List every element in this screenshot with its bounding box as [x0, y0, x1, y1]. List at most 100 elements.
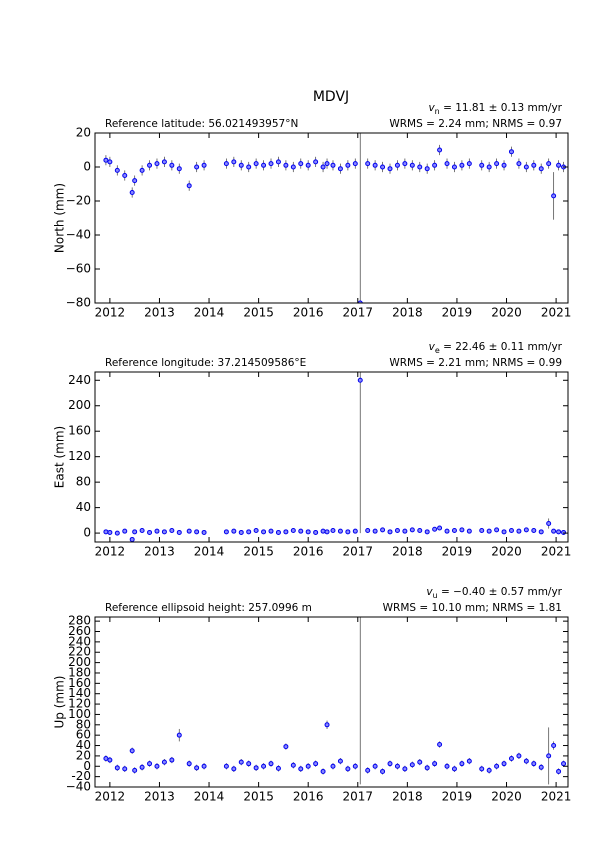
velocity-value: = 22.46 ± 0.11 mm/yr	[440, 341, 563, 353]
data-point	[161, 759, 167, 765]
x-tick-label: 2016	[293, 545, 324, 559]
data-point	[132, 767, 138, 773]
plot-frame	[94, 616, 569, 788]
data-point	[345, 766, 351, 772]
data-point	[275, 529, 281, 535]
y-tick-label: 0	[83, 160, 91, 174]
x-tick-label: 2021	[541, 306, 572, 320]
x-tick-label: 2014	[194, 306, 225, 320]
y-tick-label: 160	[68, 424, 91, 438]
y-tick-label: 200	[68, 398, 91, 412]
data-point	[147, 529, 153, 535]
plot-data	[103, 372, 567, 542]
data-point	[402, 528, 408, 534]
data-point	[432, 761, 438, 767]
y-tick-label: 0	[83, 526, 91, 540]
data-point	[444, 161, 450, 167]
data-point	[508, 528, 514, 534]
y-tick-label: 260	[68, 624, 91, 638]
data-point	[501, 162, 507, 168]
data-point	[305, 162, 311, 168]
data-point	[169, 162, 175, 168]
data-point	[275, 765, 281, 771]
fit-label: WRMS = 10.10 mm; NRMS = 1.81	[383, 602, 562, 614]
data-point	[238, 759, 244, 765]
data-point	[313, 529, 319, 535]
y-tick-label: 280	[68, 614, 91, 628]
data-point	[437, 742, 443, 747]
data-point	[409, 762, 415, 768]
data-point	[194, 529, 200, 535]
data-point	[194, 765, 200, 771]
data-point	[176, 529, 182, 535]
data-point	[324, 161, 330, 167]
data-point	[372, 528, 378, 534]
data-point	[466, 161, 472, 167]
x-tick-label: 2017	[343, 790, 374, 804]
plot-frame	[94, 132, 569, 304]
data-point	[253, 528, 259, 534]
data-point	[556, 162, 562, 168]
data-point	[451, 766, 457, 772]
data-point	[508, 149, 514, 155]
chart-title: MDVJ	[313, 89, 349, 105]
data-point	[246, 164, 252, 170]
data-point	[330, 763, 336, 769]
data-point	[298, 766, 304, 772]
data-point	[313, 159, 319, 165]
data-point	[223, 763, 229, 769]
y-tick-label: 20	[76, 748, 91, 762]
data-point	[154, 528, 160, 534]
x-tick-label: 2014	[194, 790, 225, 804]
data-point	[176, 166, 182, 172]
data-point	[103, 157, 109, 163]
data-point	[523, 758, 529, 764]
data-point	[345, 529, 351, 535]
x-tick-label: 2018	[392, 306, 423, 320]
y-tick-label: 20	[76, 126, 91, 140]
data-point	[132, 529, 138, 535]
data-point	[531, 162, 537, 168]
data-point	[298, 161, 304, 167]
data-point	[114, 530, 120, 536]
data-point	[176, 732, 182, 738]
y-tick-label: 140	[68, 686, 91, 700]
data-point	[444, 528, 450, 534]
x-tick-label: 2019	[442, 790, 473, 804]
data-point	[290, 164, 296, 170]
data-point	[129, 748, 135, 754]
x-tick-label: 2013	[144, 306, 175, 320]
x-tick-label: 2016	[293, 306, 324, 320]
data-point	[147, 761, 153, 767]
data-point	[494, 527, 500, 533]
y-tick-label: 120	[68, 449, 91, 463]
data-point	[201, 763, 207, 769]
reference-label: Reference longitude: 37.214509586°E	[105, 357, 306, 369]
data-point	[186, 183, 192, 189]
x-tick-label: 2018	[392, 545, 423, 559]
x-tick-label: 2020	[491, 545, 522, 559]
data-point	[352, 763, 358, 769]
y-tick-label: 100	[68, 707, 91, 721]
data-point	[161, 529, 167, 535]
data-point	[275, 159, 281, 165]
data-point	[330, 162, 336, 168]
data-point	[501, 529, 507, 535]
data-point	[246, 529, 252, 535]
data-point	[380, 527, 386, 533]
y-tick-label: −20	[66, 194, 91, 208]
y-tick-label: 60	[76, 728, 91, 742]
data-point	[320, 768, 326, 774]
x-tick-label: 2012	[95, 545, 126, 559]
x-tick-label: 2021	[541, 545, 572, 559]
y-axis-label: Up (mm)	[53, 676, 67, 729]
velocity-label: vn = 11.81 ± 0.13 mm/yr	[428, 102, 562, 116]
data-point	[486, 528, 492, 534]
data-point	[409, 162, 415, 168]
y-tick-label: 120	[68, 697, 91, 711]
data-point	[380, 164, 386, 170]
data-point	[103, 529, 109, 535]
data-point	[372, 162, 378, 168]
fit-label: WRMS = 2.21 mm; NRMS = 0.99	[389, 357, 562, 369]
data-point	[387, 166, 393, 172]
